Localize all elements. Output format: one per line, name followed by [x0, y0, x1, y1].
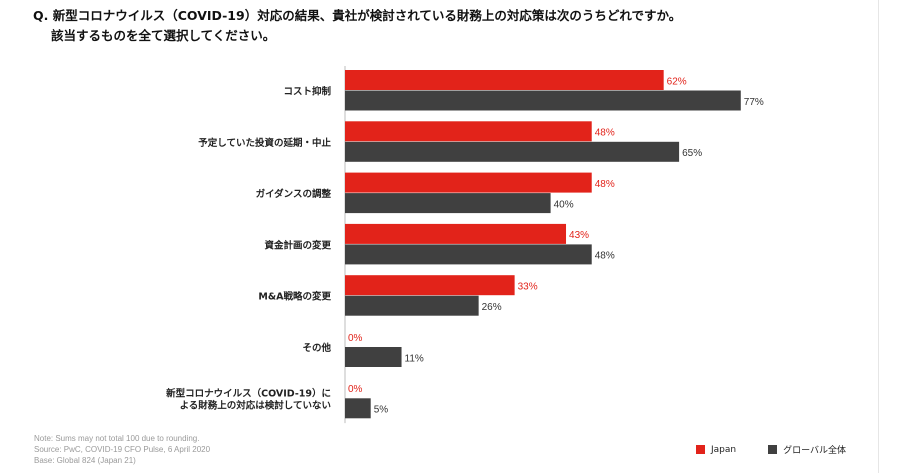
bar-japan: [345, 70, 664, 90]
value-label-global: 48%: [595, 251, 615, 262]
bar-global: [345, 347, 402, 367]
legend-item-global: グローバル全体: [768, 443, 846, 456]
bar-global: [345, 141, 680, 162]
category-label: 予定していた投資の延期・中止: [198, 137, 331, 149]
legend-item-japan: Japan: [696, 445, 736, 455]
legend-swatch-japan: [696, 445, 705, 454]
frame-right-border: [878, 0, 879, 473]
category-label: よる財務上の対応は検討していない: [180, 399, 331, 411]
question-title: Q. 新型コロナウイルス（COVID-19）対応の結果、貴社が検討されている財務…: [33, 6, 878, 46]
bar-global: [345, 295, 479, 316]
bar-japan: [345, 223, 567, 244]
footnote-source: Source: PwC, COVID-19 CFO Pulse, 6 April…: [34, 445, 211, 454]
legend: Japan グローバル全体: [696, 443, 846, 456]
bar-global: [345, 90, 741, 111]
value-label-global: 77%: [744, 97, 764, 108]
value-label-global: 11%: [405, 353, 424, 364]
value-label-global: 40%: [554, 199, 574, 210]
value-label-japan: 33%: [518, 281, 538, 292]
category-label: その他: [302, 342, 331, 354]
value-label-global: 65%: [682, 148, 702, 159]
question-line-1: Q. 新型コロナウイルス（COVID-19）対応の結果、貴社が検討されている財務…: [33, 8, 682, 23]
bar-japan: [345, 172, 592, 193]
category-label: ガイダンスの調整: [256, 188, 332, 200]
category-label: 新型コロナウイルス（COVID-19）に: [166, 387, 331, 399]
legend-label-global: グローバル全体: [783, 446, 847, 456]
value-label-japan: 43%: [569, 230, 589, 241]
value-label-japan: 48%: [595, 179, 615, 190]
bar-global: [345, 193, 551, 214]
bar-global: [345, 398, 371, 419]
category-label: 資金計画の変更: [264, 239, 331, 251]
value-label-global: 5%: [374, 405, 389, 416]
bar-global: [345, 244, 592, 265]
footnote-note: Note: Sums may not total 100 due to roun…: [34, 434, 200, 443]
footnote: Note: Sums may not total 100 due to roun…: [34, 433, 210, 466]
value-label-japan: 0%: [348, 333, 363, 344]
question-line-2: 該当するものを全て選択してください。: [51, 28, 276, 43]
legend-label-japan: Japan: [711, 444, 737, 455]
category-label: M&A戦略の変更: [258, 291, 331, 303]
footnote-base: Base: Global 824 (Japan 21): [34, 456, 136, 465]
legend-swatch-global: [768, 445, 778, 454]
value-label-japan: 0%: [348, 384, 363, 395]
bar-japan: [345, 121, 592, 142]
value-label-japan: 48%: [595, 128, 615, 139]
value-label-global: 26%: [482, 302, 502, 313]
bar-japan: [345, 275, 515, 296]
value-label-japan: 62%: [667, 76, 687, 87]
category-label: コスト抑制: [283, 86, 331, 98]
